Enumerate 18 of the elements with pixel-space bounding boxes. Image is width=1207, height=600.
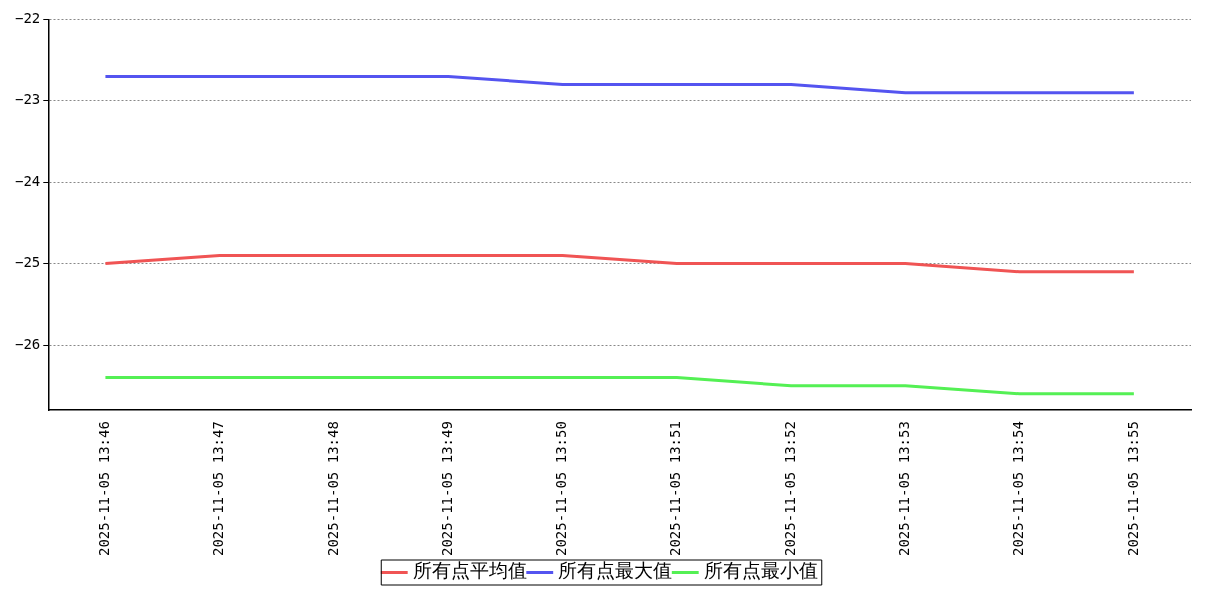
y-tick-label: −23 xyxy=(14,91,41,108)
x-tick-label: 2025-11-05 13:49 xyxy=(438,421,455,556)
legend-label: 所有点平均值 xyxy=(412,559,527,582)
x-tick-label: 2025-11-05 13:55 xyxy=(1124,421,1141,556)
x-tick-label: 2025-11-05 13:53 xyxy=(895,421,912,556)
y-tick-label: −22 xyxy=(14,10,41,27)
y-tick-label: −24 xyxy=(14,172,41,189)
x-tick-label: 2025-11-05 13:54 xyxy=(1010,421,1027,556)
legend-label: 所有点最小值 xyxy=(703,559,818,582)
x-tick-label: 2025-11-05 13:50 xyxy=(553,421,570,556)
y-tick-label: −26 xyxy=(14,335,41,352)
x-tick-label: 2025-11-05 13:52 xyxy=(781,421,798,556)
y-tick-label: −25 xyxy=(14,254,41,271)
x-tick-label: 2025-11-05 13:46 xyxy=(96,421,113,556)
x-tick-label: 2025-11-05 13:48 xyxy=(324,421,341,556)
legend-label: 所有点最大值 xyxy=(558,559,673,582)
x-tick-label: 2025-11-05 13:47 xyxy=(210,421,227,556)
x-tick-label: 2025-11-05 13:51 xyxy=(667,421,684,556)
